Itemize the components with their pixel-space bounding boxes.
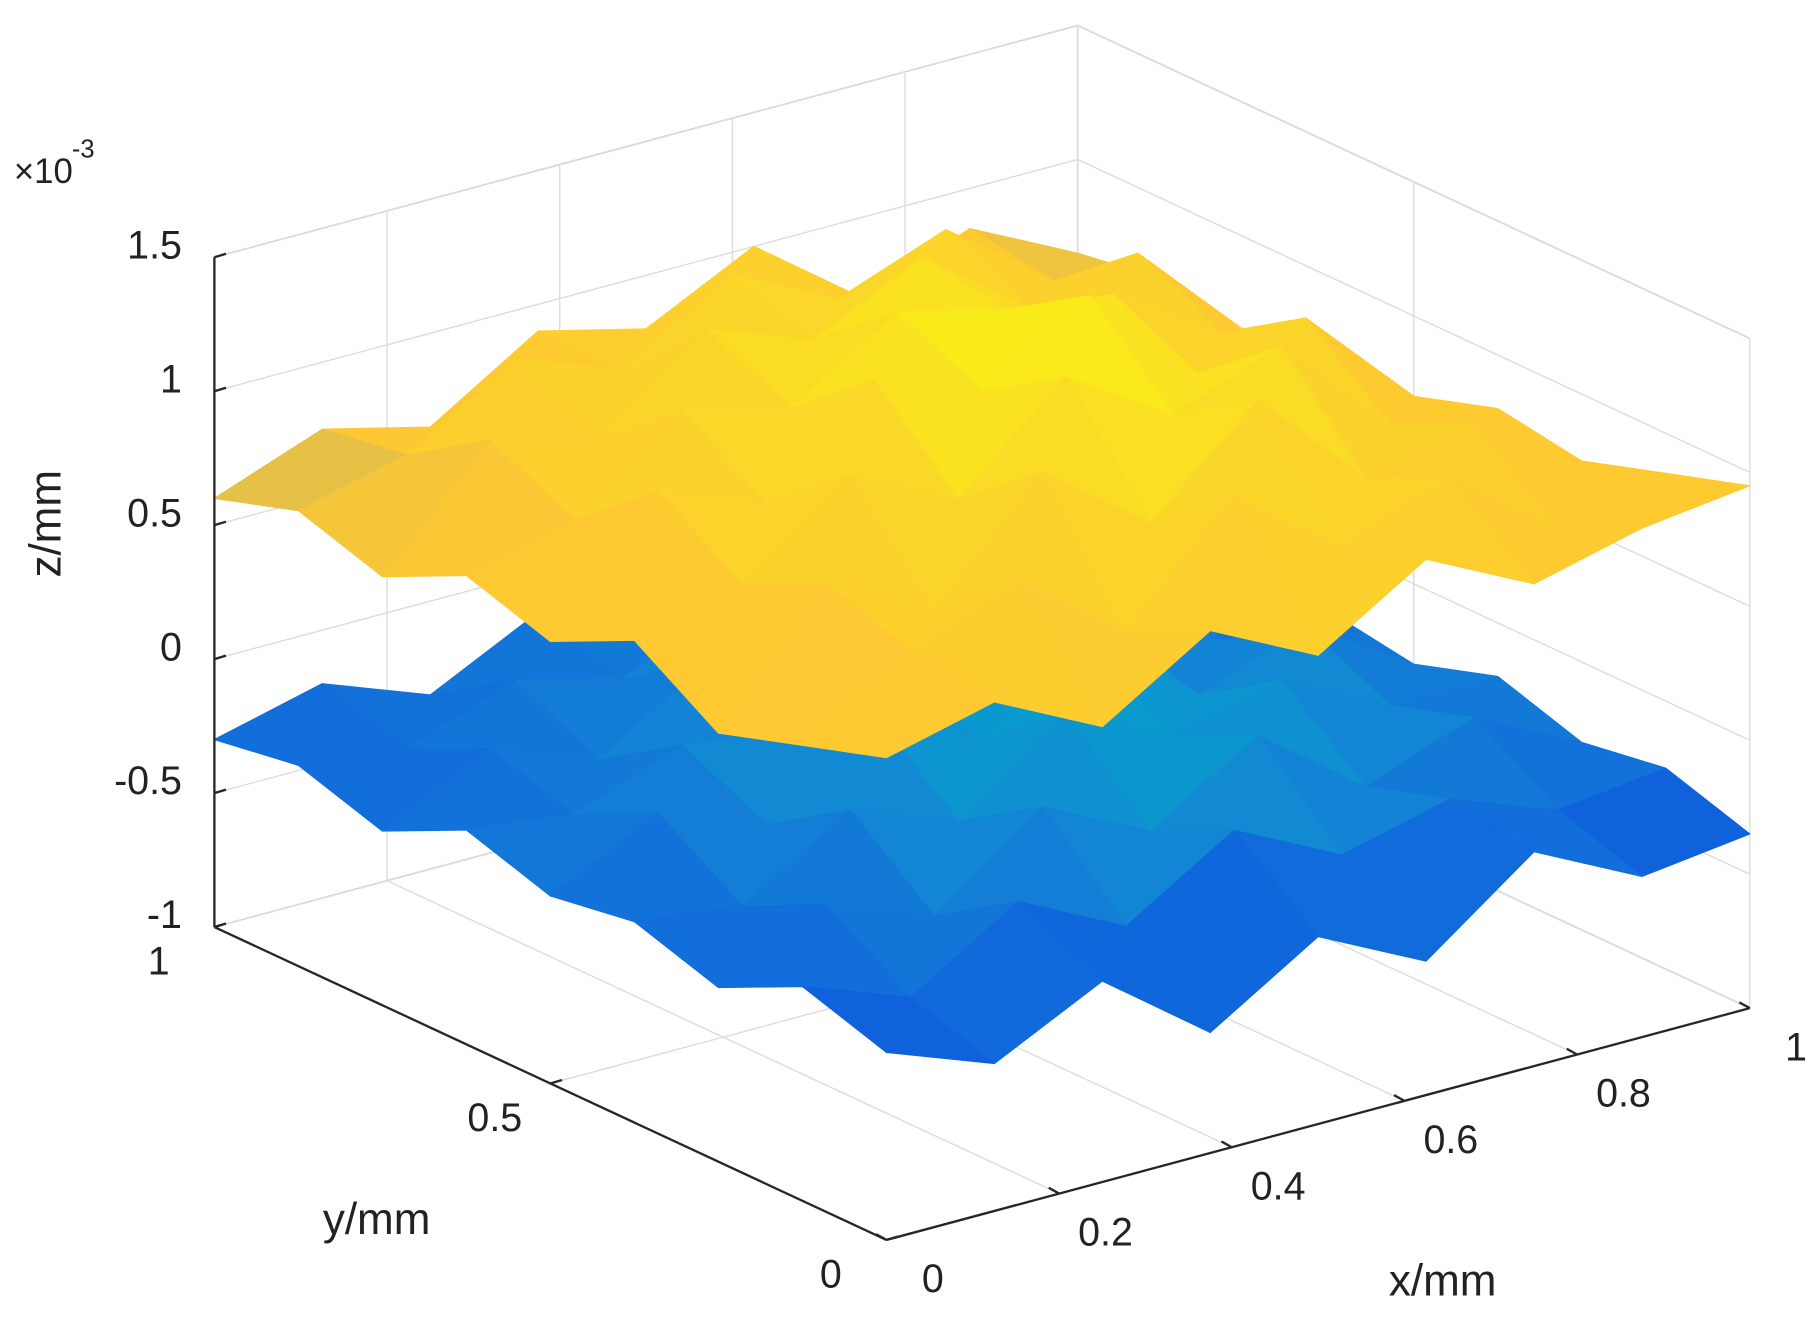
x-tick-label: 0.6 xyxy=(1423,1118,1478,1162)
z-tick-label: 0.5 xyxy=(127,491,182,535)
plot: ×10 -3 x/mm y/mm z/mm -1 -0.5 0 0.5 1 1.5 0 0.2… xyxy=(14,24,1807,1306)
z-tick-label: 0 xyxy=(160,625,182,669)
x-tick-label: 0.2 xyxy=(1078,1211,1133,1255)
x-tick xyxy=(1738,1001,1751,1010)
x-tick xyxy=(1048,1186,1060,1195)
x-tick-label: 0 xyxy=(922,1257,944,1301)
x-tick-label: 0.8 xyxy=(1596,1072,1651,1116)
x-tick-label: 1 xyxy=(1785,1025,1807,1069)
x-axis-label: x/mm xyxy=(1389,1257,1497,1306)
z-multiplier: ×10 xyxy=(14,153,73,191)
grid-line xyxy=(214,24,1751,339)
z-tick xyxy=(214,386,227,393)
y-tick-label: 0.5 xyxy=(467,1096,522,1140)
z-tick-label: 1 xyxy=(160,357,182,401)
x-tick-label: 0.4 xyxy=(1251,1164,1306,1208)
x-tick xyxy=(1393,1094,1406,1102)
x-tick xyxy=(1566,1047,1578,1056)
y-tick xyxy=(886,1235,899,1242)
surface-patch xyxy=(801,985,995,1065)
y-tick xyxy=(214,922,227,929)
y-tick xyxy=(550,1078,563,1085)
z-tick xyxy=(214,654,227,661)
z-axis-label: z/mm xyxy=(21,470,70,578)
y-axis-label: y/mm xyxy=(323,1195,431,1244)
grid-line xyxy=(214,158,1751,473)
x-tick xyxy=(875,1233,888,1241)
surface-patch xyxy=(801,648,995,759)
z-tick xyxy=(214,520,227,527)
z-tick xyxy=(214,788,227,795)
z-tick-label: -1 xyxy=(147,893,182,937)
y-tick-label: 1 xyxy=(148,940,170,984)
z-tick-label: -0.5 xyxy=(114,759,182,803)
y-tick-label: 0 xyxy=(820,1252,842,1296)
z-multiplier-exponent: -3 xyxy=(72,135,95,163)
axis-line xyxy=(886,1007,1751,1242)
z-tick-label: 1.5 xyxy=(127,223,182,267)
z-tick xyxy=(214,252,227,259)
x-tick xyxy=(1220,1140,1233,1149)
